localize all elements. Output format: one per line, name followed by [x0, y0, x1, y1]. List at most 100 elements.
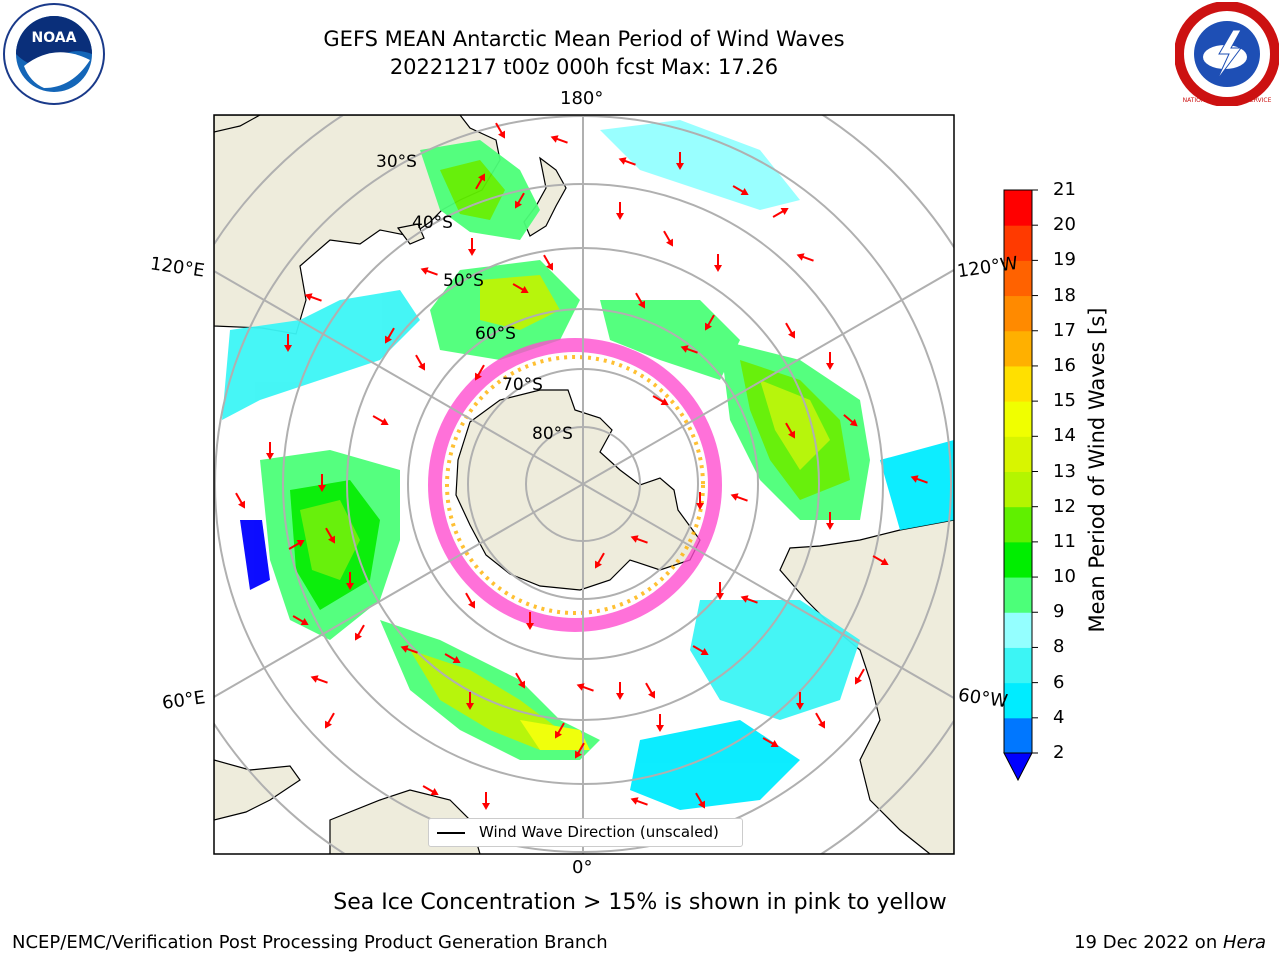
- wave-direction-arrow: [616, 682, 624, 700]
- wave-direction-arrow: [796, 692, 804, 710]
- wave-direction-arrow: [785, 422, 795, 439]
- lat-label-80s: 80°S: [532, 424, 573, 444]
- colorbar-segment: [1004, 225, 1032, 261]
- wave-direction-arrow: [695, 792, 705, 809]
- wave-direction-arrow: [663, 230, 673, 247]
- tasmania-landmass: [396, 223, 425, 245]
- colorbar-tick-label: 8: [1053, 636, 1065, 658]
- wave-direction-arrow: [515, 672, 525, 689]
- colorbar-tick-label: 15: [1053, 390, 1076, 412]
- wave-direction-arrow: [910, 475, 928, 484]
- footer-date: 19 Dec 2022 on Hera: [1074, 932, 1266, 953]
- sea-ice-note: Sea Ice Concentration > 15% is shown in …: [333, 890, 947, 915]
- wave-direction-arrow: [692, 645, 709, 655]
- south-america-landmass: [779, 519, 954, 854]
- colorbar-segment: [1004, 436, 1032, 472]
- wave-direction-arrow: [284, 334, 292, 352]
- wave-direction-arrow: [576, 683, 594, 692]
- colorbar-segment: [1004, 612, 1032, 648]
- colorbar-segment: [1004, 506, 1032, 543]
- wave-direction-arrow: [826, 352, 834, 370]
- wave-direction-arrow: [826, 512, 834, 530]
- lat-label-70s: 70°S: [502, 375, 543, 395]
- colorbar-tick-label: 6: [1053, 671, 1065, 693]
- wave-direction-arrow: [475, 173, 485, 190]
- wave-direction-arrow: [543, 254, 553, 271]
- wave-direction-arrow: [420, 267, 438, 276]
- colorbar-tick-label: 16: [1053, 354, 1076, 376]
- wave-direction-arrow: [645, 682, 655, 699]
- wave-direction-arrow: [555, 722, 565, 739]
- wave-direction-arrow: [292, 615, 309, 625]
- pacific-island-landmass: [214, 115, 261, 133]
- colorbar-tick-label: 13: [1053, 460, 1076, 482]
- wave-direction-arrow: [475, 364, 485, 381]
- noaa-logo: NOAA: [3, 3, 105, 105]
- wind-wave-arrows: [235, 122, 928, 810]
- wave-direction-arrow: [575, 742, 585, 759]
- map-legend: Wind Wave Direction (unscaled): [428, 818, 743, 847]
- wave-direction-arrow: [400, 645, 418, 654]
- nws-logo-text: NATIONAL WEATHER SERVICE: [1183, 97, 1272, 104]
- colorbar-segment: [1004, 577, 1032, 613]
- wave-direction-arrow: [618, 157, 636, 166]
- colorbar-tick-label: 21: [1053, 179, 1076, 200]
- wave-direction-arrow: [772, 208, 789, 218]
- wave-direction-arrow: [512, 283, 529, 293]
- map-frame: [213, 114, 955, 855]
- wave-direction-arrow: [680, 345, 698, 354]
- lat-label-40s: 40°S: [412, 213, 453, 233]
- wave-direction-arrow: [325, 712, 335, 729]
- wave-direction-arrow: [355, 624, 365, 641]
- colorbar-tick-label: 12: [1053, 495, 1076, 517]
- colorbar-segment: [1004, 647, 1032, 684]
- wave-direction-arrow: [466, 692, 474, 710]
- wave-direction-arrow: [495, 122, 505, 139]
- wave-direction-arrow: [855, 668, 865, 685]
- wave-direction-arrow: [288, 540, 305, 550]
- wave-direction-arrow: [676, 152, 684, 170]
- wave-direction-arrow: [318, 474, 326, 492]
- wave-direction-arrow: [515, 192, 525, 209]
- wave-direction-arrow: [705, 314, 715, 331]
- wave-direction-arrow: [714, 254, 722, 272]
- wave-direction-arrow: [730, 493, 748, 502]
- chart-subtitle: 20221217 t00z 000h fcst Max: 17.26: [389, 55, 779, 79]
- wave-direction-arrow: [785, 322, 795, 339]
- wave-direction-arrow: [385, 327, 395, 344]
- wave-direction-arrow: [630, 535, 648, 544]
- wave-direction-arrow: [304, 293, 322, 302]
- colorbar-segment: [1004, 471, 1032, 508]
- wave-direction-arrow: [235, 492, 245, 509]
- colorbar-extend-triangle: [1003, 752, 1033, 782]
- wave-direction-arrow: [310, 675, 328, 684]
- wave-direction-arrow: [465, 592, 475, 609]
- colorbar-segment: [1004, 541, 1032, 578]
- colorbar-title: Mean Period of Wind Waves [s]: [1085, 307, 1109, 633]
- wave-direction-arrow: [468, 238, 476, 256]
- wave-direction-arrow: [372, 415, 389, 425]
- wave-direction-arrow: [815, 712, 825, 729]
- wave-direction-arrow: [325, 527, 335, 544]
- wave-direction-arrow: [482, 792, 490, 810]
- colorbar-segment: [1004, 295, 1032, 332]
- legend-line-icon: [437, 832, 465, 834]
- colorbar-tick-label: 19: [1053, 249, 1076, 271]
- wave-direction-arrow: [444, 653, 461, 663]
- wave-direction-arrow: [762, 737, 779, 747]
- colorbar-segment: [1004, 260, 1032, 297]
- colorbar-segment: [1004, 682, 1032, 719]
- wave-direction-arrow: [415, 354, 425, 371]
- colorbar-tick-label: 10: [1053, 566, 1076, 588]
- africa-landmass: [214, 759, 301, 821]
- wave-direction-arrow: [872, 555, 889, 565]
- lat-label-60s: 60°S: [475, 324, 516, 344]
- footer-machine: Hera: [1222, 932, 1266, 953]
- chart-title: GEFS MEAN Antarctic Mean Period of Wind …: [323, 27, 845, 51]
- colorbar-segment: [1004, 190, 1032, 226]
- wave-direction-arrow: [740, 595, 758, 604]
- footer-date-text: 19 Dec 2022 on: [1074, 932, 1223, 953]
- wave-direction-arrow: [652, 395, 669, 405]
- colorbar-tick-label: 9: [1053, 601, 1065, 623]
